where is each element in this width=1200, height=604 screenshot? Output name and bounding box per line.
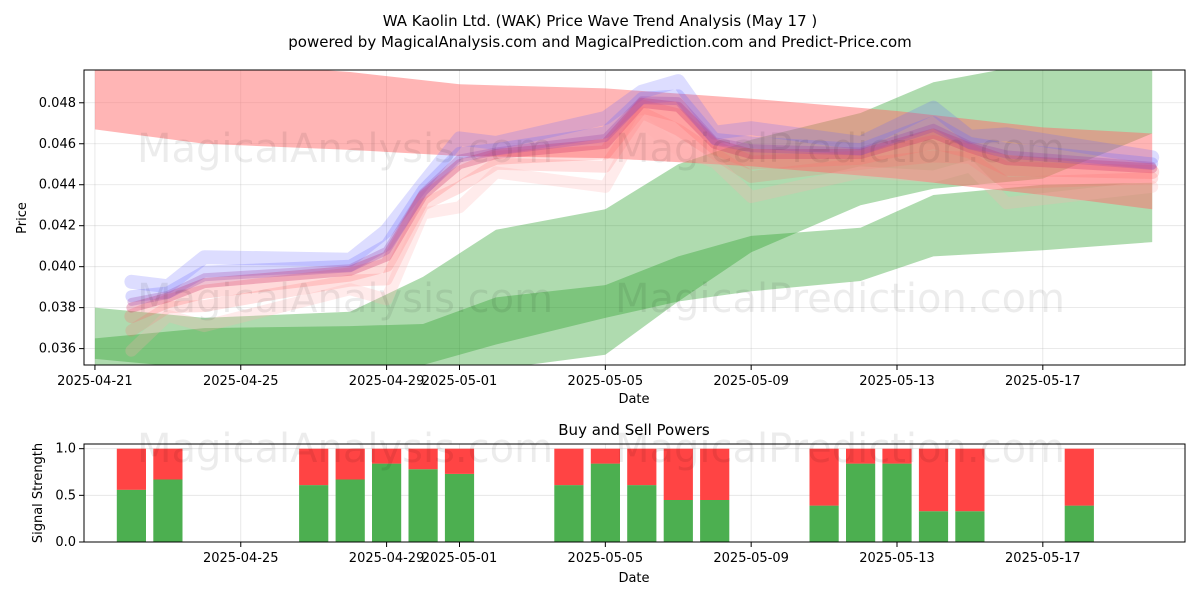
sell-bar [554,448,584,486]
sell-bar [809,448,839,506]
price-y-tick-label: 0.038 [39,301,76,316]
signal-y-tick-label: 0.5 [55,488,76,503]
buy-bar [153,479,183,542]
price-band-red-2 [94,70,1153,210]
price-x-tick-label: 2025-05-09 [713,374,789,389]
signal-x-tick-label: 2025-05-09 [713,551,789,566]
buy-bar [554,485,584,542]
signal-x-tick-label: 2025-05-17 [1005,551,1081,566]
signal-x-axis-title: Date [618,571,649,586]
price-x-tick-label: 2025-04-25 [203,374,279,389]
signal-x-tick-label: 2025-05-01 [422,551,498,566]
price-x-tick-label: 2025-05-13 [859,374,935,389]
buy-bar [444,473,475,542]
watermark-analysis-top: MagicalAnalysis.com [137,126,553,172]
sell-bar [153,448,183,480]
price-wave-lines [124,74,1160,357]
buy-bar [590,463,620,542]
signal-plot-frame [83,443,1186,543]
buy-bar [663,500,693,542]
sell-bar [627,448,657,486]
buy-bar [335,479,365,542]
buy-bar [955,511,985,542]
sell-bar [882,448,912,464]
chart-title: WA Kaolin Ltd. (WAK) Price Wave Trend An… [383,12,818,30]
price-panel: MagicalAnalysis.com MagicalPrediction.co… [15,69,1186,407]
buy-bar [372,463,402,542]
price-x-tick-label: 2025-05-05 [568,374,644,389]
signal-x-tick-label: 2025-04-25 [203,551,279,566]
price-y-tick-label: 0.042 [39,219,76,234]
signal-y-tick-label: 0.0 [55,535,76,550]
price-y-tick-label: 0.048 [39,96,76,111]
price-x-axis-title: Date [618,392,649,407]
chart-subtitle: powered by MagicalAnalysis.com and Magic… [288,33,912,51]
buy-bar [116,489,146,542]
sell-bar [372,448,402,464]
sell-bar [299,448,329,486]
sell-bar [408,448,438,470]
price-wave-line-2 [124,99,1160,324]
price-y-tick-label: 0.044 [39,178,76,193]
watermark-analysis-mid: MagicalAnalysis.com [137,276,553,322]
price-bands [94,70,1153,365]
price-wave-line-1 [125,89,1159,303]
sell-bar [918,448,949,512]
price-wave-line-6 [125,115,1159,357]
price-band-green-0 [94,182,1153,365]
price-y-axis: 0.036 0.038 0.040 0.042 0.044 0.046 0.048 [39,96,84,357]
signal-x-tick-label: 2025-04-29 [349,551,425,566]
signal-y-axis: 0.0 0.5 1.0 [55,442,84,550]
sell-bar [955,448,985,512]
buy-bar [408,469,438,542]
price-plot-frame [83,69,1186,366]
sell-bar [846,448,876,464]
buy-bar [809,505,839,542]
buy-bar [918,511,949,542]
buy-bar [1064,505,1094,542]
price-y-tick-label: 0.036 [39,342,76,357]
signal-x-tick-label: 2025-05-13 [859,551,935,566]
buy-bar [846,463,876,542]
watermark-prediction-mid: MagicalPrediction.com [615,276,1065,322]
signal-y-axis-title: Signal Strength [31,443,46,543]
watermark-analysis-bottom: MagicalAnalysis.com [137,426,553,472]
watermark-prediction-top: MagicalPrediction.com [615,126,1065,172]
price-y-tick-label: 0.046 [39,137,76,152]
signal-x-tick-label: 2025-05-05 [568,551,644,566]
sell-bar [1064,448,1094,506]
signal-panel: Buy and Sell Powers MagicalAnalysis.com … [31,421,1186,586]
buy-bar [882,463,912,542]
signal-chart-title: Buy and Sell Powers [558,421,710,439]
signal-y-tick-label: 1.0 [55,442,76,457]
signal-bars [116,448,1094,542]
buy-bar [627,485,657,542]
sell-bar [335,448,365,480]
watermark-prediction-bottom: MagicalPrediction.com [615,426,1065,472]
sell-bar [700,448,730,500]
sell-bar [116,448,146,490]
price-x-axis: 2025-04-21 2025-04-25 2025-04-292025-05-01… [57,365,1081,389]
price-x-tick-label: 2025-04-29 [349,374,425,389]
buy-bar [700,500,730,542]
price-wave-line-5 [127,96,1157,306]
price-y-axis-title: Price [15,202,30,234]
price-wave-line-4 [125,106,1159,337]
sell-bar [590,448,620,464]
sell-bar [663,448,693,500]
price-x-tick-label: 2025-05-17 [1005,374,1081,389]
price-x-tick-label: 2025-04-21 [57,374,133,389]
price-wave-line-0 [124,74,1160,294]
price-y-tick-label: 0.040 [39,260,76,275]
sell-bar [444,448,475,474]
price-x-tick-label: 2025-05-01 [422,374,498,389]
price-wave-line-3 [126,97,1158,313]
buy-bar [299,485,329,542]
